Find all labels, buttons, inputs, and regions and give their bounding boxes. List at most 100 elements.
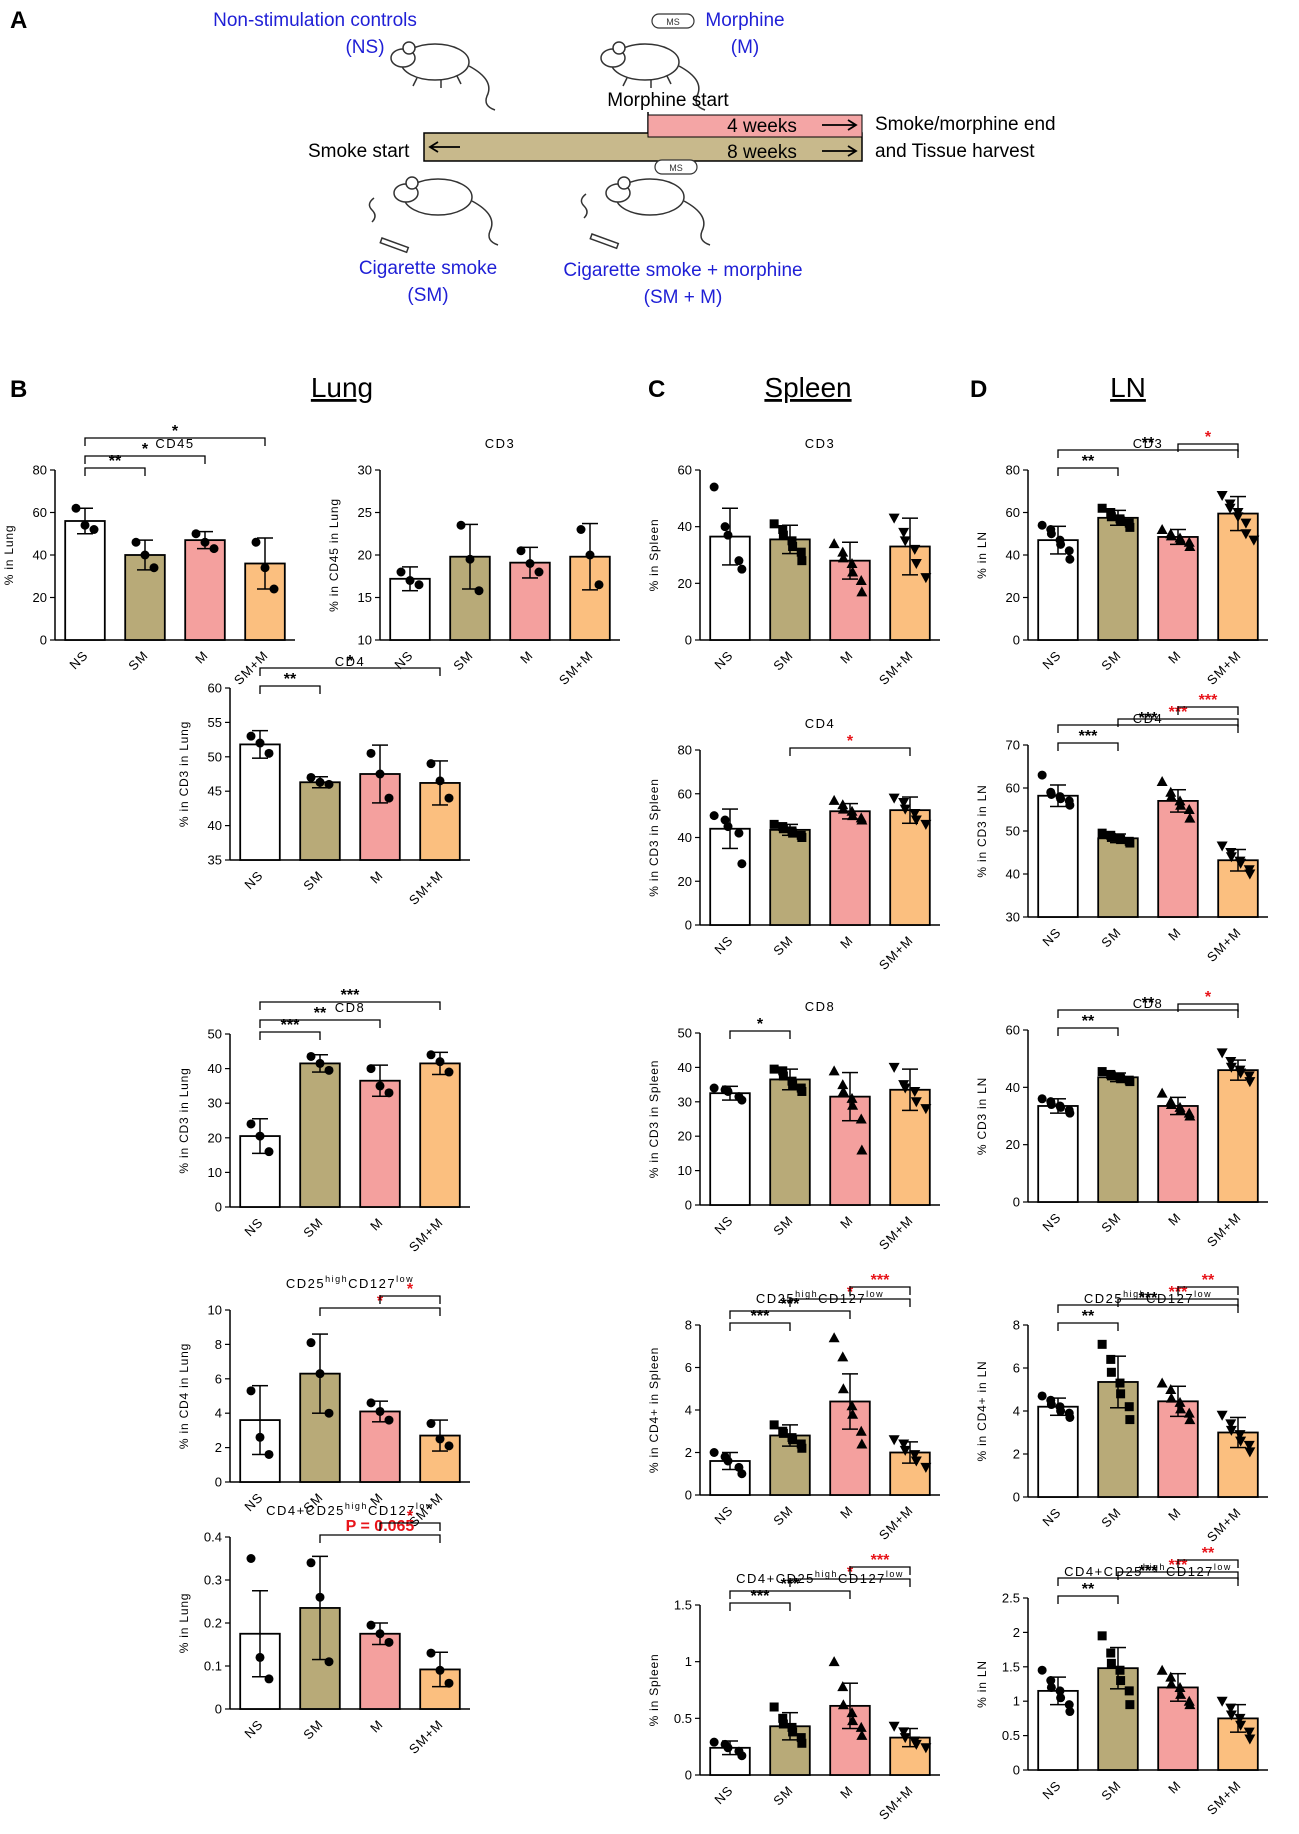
data-point: [787, 1722, 797, 1732]
y-tick-label: 35: [208, 853, 222, 868]
data-point: [1046, 1682, 1056, 1692]
data-point: [837, 1351, 849, 1362]
data-point: [324, 1657, 334, 1667]
x-tick-label: SM+M: [406, 868, 446, 908]
data-point: [1106, 832, 1116, 842]
x-tick-label: SM+M: [556, 648, 596, 688]
data-point: [1184, 812, 1196, 823]
chart-spleen-cd3: 0 20 40 60 % in Spleen CD3 NS SM M SM+M: [647, 436, 940, 688]
x-tick-label: SM: [770, 1783, 796, 1809]
sig-bracket: [729, 1322, 791, 1331]
sig-label: *: [1205, 429, 1212, 446]
data-point: [1174, 1681, 1186, 1692]
data-point: [1165, 1384, 1177, 1394]
x-tick-label: NS: [1039, 925, 1064, 950]
data-point: [1165, 791, 1177, 802]
data-point: [856, 1438, 868, 1449]
y-tick-label: 8: [1013, 1318, 1020, 1333]
data-point: [797, 1086, 807, 1096]
data-point: [384, 1415, 394, 1425]
data-point: [264, 748, 274, 758]
data-point: [435, 1434, 445, 1444]
y-tick-label: 0: [215, 1702, 222, 1717]
y-tick-label: 60: [1006, 505, 1020, 520]
arrow-8w-icon: [822, 145, 858, 157]
data-point: [856, 586, 868, 597]
sig-bracket: [849, 1286, 911, 1295]
y-tick-label: 2: [215, 1440, 222, 1455]
end-label-2: and Tissue harvest: [875, 141, 1035, 162]
data-point: [1216, 1048, 1228, 1059]
data-point: [899, 804, 911, 815]
data-point: [315, 1058, 325, 1068]
data-point: [1165, 1099, 1177, 1110]
data-point: [796, 1733, 806, 1743]
y-tick-label: 60: [1006, 1023, 1020, 1038]
x-tick-label: SM+M: [876, 933, 916, 973]
data-point: [1124, 1686, 1134, 1696]
data-point: [778, 1428, 788, 1438]
data-point: [1225, 1710, 1237, 1721]
data-point: [837, 1079, 849, 1090]
data-point: [846, 805, 858, 816]
bar: [299, 1062, 341, 1208]
y-axis-label: % in CD4+ in Spleen: [647, 1347, 661, 1473]
x-tick-label: M: [837, 1783, 856, 1802]
y-tick-label: 2: [1013, 1447, 1020, 1462]
x-tick-label: M: [367, 1215, 386, 1234]
sig-bracket: [729, 1030, 791, 1039]
data-point: [324, 1065, 334, 1075]
x-tick-label: M: [367, 868, 386, 887]
arrow-4w-icon: [822, 119, 858, 131]
data-point: [1225, 1062, 1237, 1073]
y-tick-label: 0: [685, 1488, 692, 1503]
data-point: [1046, 1400, 1056, 1410]
chart-title: CD4+CD25highCD127low: [736, 1569, 904, 1586]
sig-bracket: [789, 1298, 911, 1307]
tissue-spleen: Spleen: [764, 372, 851, 403]
data-point: [1037, 1391, 1047, 1401]
y-tick-label: 80: [678, 743, 692, 758]
data-point: [828, 538, 840, 549]
x-tick-label: SM: [300, 1215, 326, 1241]
bar: [1157, 1105, 1199, 1203]
sig-label: *: [407, 1281, 414, 1298]
data-point: [1106, 1367, 1116, 1377]
data-point: [1065, 1108, 1075, 1118]
y-tick-label: 4: [215, 1406, 222, 1421]
data-point: [384, 793, 394, 803]
data-point: [324, 779, 334, 789]
data-point: [898, 527, 910, 538]
y-axis-label: % in Spleen: [647, 519, 661, 592]
data-point: [1225, 852, 1237, 863]
data-point: [847, 810, 859, 821]
data-point: [1184, 1110, 1196, 1121]
y-tick-label: 60: [208, 681, 222, 696]
y-tick-label: 0: [685, 633, 692, 648]
data-point: [1097, 1067, 1107, 1077]
chart-spleen-cd4treg: 0 0.5 1 1.5 % in Spleen CD4+CD25highCD127low N…: [647, 1552, 940, 1823]
data-point: [306, 772, 316, 782]
mouse-sm-icon: [393, 176, 499, 246]
data-point: [899, 1445, 911, 1456]
data-point: [191, 529, 201, 539]
data-point: [846, 1707, 858, 1718]
bar: [1217, 512, 1259, 641]
sig-bracket: [1057, 449, 1239, 458]
pill-smm-icon: MS: [654, 159, 698, 175]
title-part: CD127: [348, 1276, 396, 1291]
data-point: [898, 1727, 910, 1738]
data-point: [1106, 512, 1116, 522]
sig-bracket: [1177, 1003, 1239, 1012]
data-point: [1175, 534, 1187, 545]
title-sup-low: low: [416, 1501, 434, 1511]
y-tick-label: 40: [678, 1060, 692, 1075]
data-point: [444, 1441, 454, 1451]
data-point: [723, 822, 733, 832]
y-tick-label: 0.5: [1002, 1728, 1020, 1743]
y-tick-label: 30: [358, 463, 372, 478]
x-tick-label: M: [367, 1717, 386, 1736]
y-tick-label: 20: [678, 1129, 692, 1144]
y-tick-label: 40: [208, 818, 222, 833]
